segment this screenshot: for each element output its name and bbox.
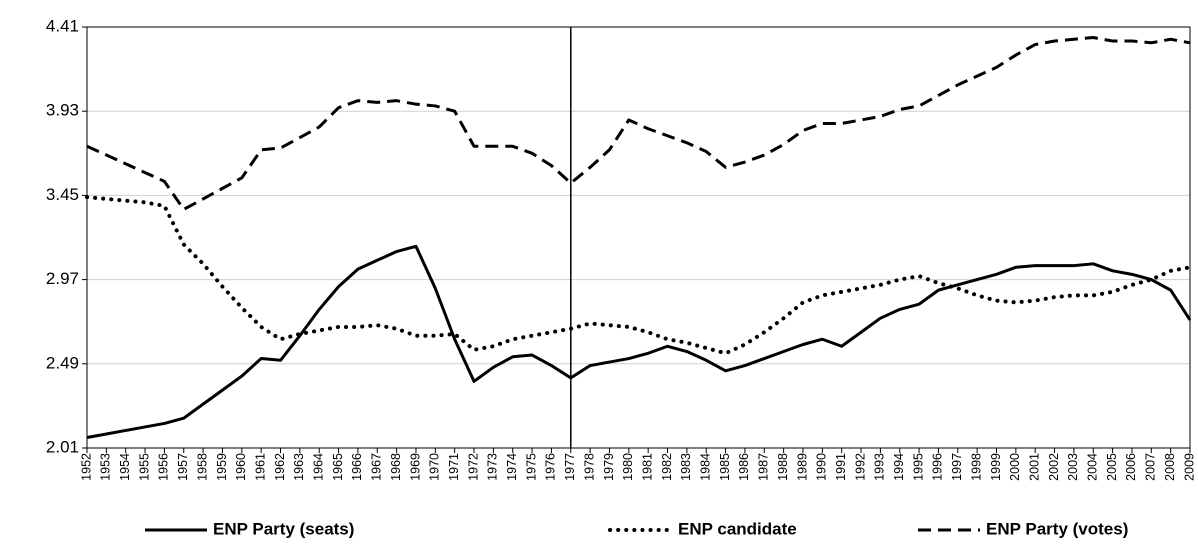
x-tick-label: 1954 xyxy=(118,453,132,481)
x-tick-label: 1968 xyxy=(389,453,403,481)
x-tick-label: 2003 xyxy=(1066,453,1080,481)
x-tick-label: 1990 xyxy=(815,453,829,481)
legend-label: ENP candidate xyxy=(678,519,797,538)
x-tick-label: 1980 xyxy=(621,453,635,481)
x-tick-label: 1970 xyxy=(428,453,442,481)
x-tick-label: 1964 xyxy=(312,453,326,481)
x-tick-label: 2007 xyxy=(1144,453,1158,481)
x-tick-label: 1977 xyxy=(563,453,577,481)
x-tick-label: 1962 xyxy=(273,453,287,481)
plot-frame xyxy=(86,26,1191,449)
y-tick-label: 3.45 xyxy=(46,185,79,204)
x-tick-label: 2000 xyxy=(1008,453,1022,481)
legend-label: ENP Party (votes) xyxy=(986,519,1128,538)
x-tick-label: 1971 xyxy=(447,453,461,481)
x-tick-label: 2002 xyxy=(1047,453,1061,481)
x-tick-label: 2008 xyxy=(1163,453,1177,481)
x-tick-label: 1975 xyxy=(524,453,538,481)
x-tick-label: 1985 xyxy=(718,453,732,481)
x-tick-label: 1955 xyxy=(137,453,151,481)
x-tick-label: 1978 xyxy=(582,453,596,481)
x-tick-label: 1995 xyxy=(911,453,925,481)
y-tick-label: 2.49 xyxy=(46,353,79,372)
y-tick-label: 4.41 xyxy=(46,16,79,35)
y-tick-label: 2.97 xyxy=(46,269,79,288)
x-tick-label: 1969 xyxy=(408,453,422,481)
y-tick-label: 2.01 xyxy=(46,437,79,456)
x-tick-label: 1958 xyxy=(195,453,209,481)
legend-label: ENP Party (seats) xyxy=(213,519,354,538)
x-tick-label: 1994 xyxy=(892,453,906,481)
x-tick-label: 1979 xyxy=(602,453,616,481)
x-tick-label: 1957 xyxy=(176,453,190,481)
x-tick-label: 1981 xyxy=(640,453,654,481)
x-tick-label: 1998 xyxy=(969,453,983,481)
x-tick-label: 1972 xyxy=(466,453,480,481)
series-line xyxy=(86,244,1192,439)
x-tick-label: 1996 xyxy=(931,453,945,481)
x-tick-label: 1959 xyxy=(215,453,229,481)
x-tick-label: 1974 xyxy=(505,453,519,481)
x-tick-label: 1961 xyxy=(253,453,267,481)
x-tick-label: 2005 xyxy=(1105,453,1119,481)
x-tick-label: 1965 xyxy=(331,453,345,481)
series-line xyxy=(86,36,1191,211)
x-tick-label: 2001 xyxy=(1027,453,1041,481)
x-tick-label: 1966 xyxy=(350,453,364,481)
x-tick-label: 1976 xyxy=(544,453,558,481)
x-tick-label: 1967 xyxy=(370,453,384,481)
x-tick-label: 1973 xyxy=(486,453,500,481)
x-tick-label: 2009 xyxy=(1182,453,1196,481)
x-tick-label: 1986 xyxy=(737,453,751,481)
x-tick-label: 1983 xyxy=(679,453,693,481)
x-tick-label: 1987 xyxy=(757,453,771,481)
x-tick-label: 1999 xyxy=(989,453,1003,481)
x-tick-label: 2004 xyxy=(1086,453,1100,481)
series-line xyxy=(85,195,1192,356)
x-tick-label: 1956 xyxy=(157,453,171,481)
x-tick-label: 1989 xyxy=(795,453,809,481)
x-tick-label: 1984 xyxy=(699,453,713,481)
x-tick-label: 1991 xyxy=(834,453,848,481)
x-tick-label: 1952 xyxy=(79,453,93,481)
x-tick-label: 1997 xyxy=(950,453,964,481)
x-tick-label: 1963 xyxy=(292,453,306,481)
x-tick-label: 2006 xyxy=(1124,453,1138,481)
x-tick-label: 1982 xyxy=(660,453,674,481)
y-tick-label: 3.93 xyxy=(46,101,79,120)
x-tick-label: 1988 xyxy=(776,453,790,481)
x-tick-label: 1960 xyxy=(234,453,248,481)
x-tick-label: 1992 xyxy=(853,453,867,481)
x-tick-label: 1953 xyxy=(99,453,113,481)
x-tick-label: 1993 xyxy=(873,453,887,481)
